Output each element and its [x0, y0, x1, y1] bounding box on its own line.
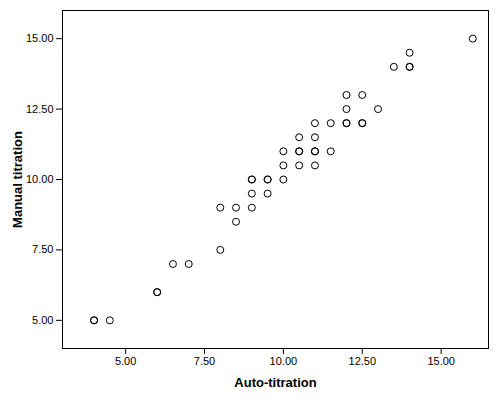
svg-text:Manual titration: Manual titration: [10, 131, 25, 228]
svg-text:10.00: 10.00: [270, 355, 298, 367]
svg-text:7.50: 7.50: [194, 355, 215, 367]
svg-text:15.00: 15.00: [427, 355, 455, 367]
svg-text:7.50: 7.50: [32, 243, 53, 255]
svg-text:5.00: 5.00: [115, 355, 136, 367]
svg-text:10.00: 10.00: [26, 173, 54, 185]
svg-text:5.00: 5.00: [32, 314, 53, 326]
svg-text:Auto-titration: Auto-titration: [234, 375, 316, 390]
svg-text:12.50: 12.50: [349, 355, 377, 367]
svg-text:15.00: 15.00: [26, 32, 54, 44]
svg-text:12.50: 12.50: [26, 103, 54, 115]
